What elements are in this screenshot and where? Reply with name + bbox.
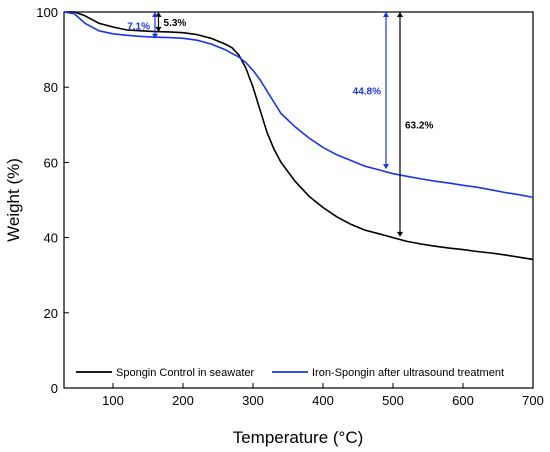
series-line-2: [63, 11, 534, 199]
y-tick-label: 40: [44, 231, 58, 246]
x-tick-label: 300: [242, 393, 264, 408]
y-tick-label: 0: [51, 381, 58, 396]
annotation-label-4: 63.2%: [405, 120, 433, 131]
series-line-1: [64, 11, 534, 261]
x-tick-label: 600: [452, 393, 474, 408]
y-axis-title: Weight (%): [4, 158, 23, 242]
annotation-label-3: 44.8%: [353, 87, 381, 98]
annotation-arrowhead-bottom: [383, 164, 389, 170]
ticks: 100 200 300 400 500 600 700 0 20 40 60 80 100: [36, 5, 544, 408]
annotations: 5.3% 7.1% 44.8% 63.2%: [127, 12, 433, 237]
y-tick-label: 80: [44, 80, 58, 95]
annotation-arrowhead-top: [397, 12, 403, 17]
legend-label-spongin-control: Spongin Control in seawater: [116, 367, 255, 379]
y-tick-label: 20: [44, 306, 58, 321]
x-tick-label: 400: [312, 393, 334, 408]
annotation-arrowhead-top: [152, 12, 158, 17]
y-tick-label: 100: [36, 5, 58, 20]
plot-frame: [63, 11, 534, 389]
annotation-arrowhead-top: [383, 12, 389, 17]
annotation-label-1: 5.3%: [164, 18, 187, 29]
x-tick-label: 700: [522, 393, 544, 408]
series-lines: [63, 11, 534, 261]
legend-label-iron-spongin: Iron-Spongin after ultrasound treatment: [312, 367, 504, 379]
annotation-arrowhead-bottom: [397, 231, 403, 237]
annotation-arrowhead-bottom: [152, 33, 158, 39]
x-tick-label: 200: [172, 393, 194, 408]
y-tick-label: 60: [44, 155, 58, 170]
legend: Spongin Control in seawater Iron-Spongin…: [76, 367, 504, 379]
x-tick-label: 500: [382, 393, 404, 408]
x-tick-label: 100: [102, 393, 124, 408]
annotation-arrowhead-bottom: [155, 26, 162, 32]
x-axis-title: Temperature (°C): [233, 428, 364, 447]
annotation-label-2: 7.1%: [127, 21, 150, 32]
